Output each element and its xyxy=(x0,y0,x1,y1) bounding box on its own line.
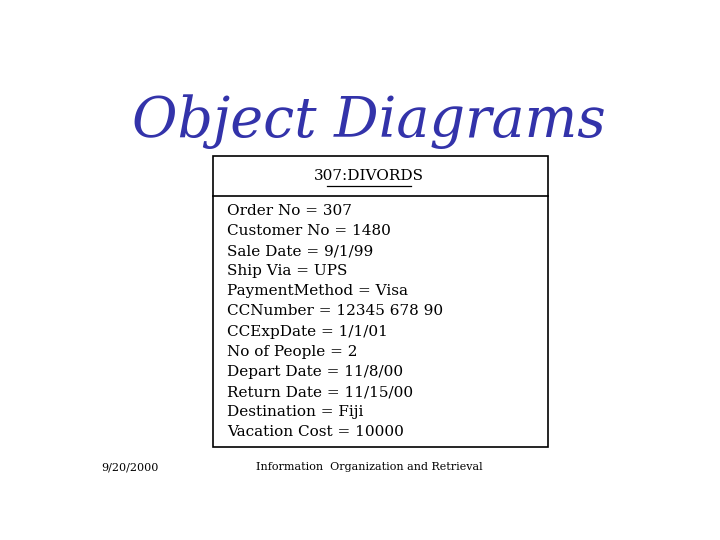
Text: Sale Date = 9/1/99: Sale Date = 9/1/99 xyxy=(227,244,373,258)
Text: Order No = 307: Order No = 307 xyxy=(227,204,351,218)
Text: Information  Organization and Retrieval: Information Organization and Retrieval xyxy=(256,462,482,472)
Text: Destination = Fiji: Destination = Fiji xyxy=(227,405,363,419)
FancyBboxPatch shape xyxy=(213,156,547,447)
Text: CCExpDate = 1/1/01: CCExpDate = 1/1/01 xyxy=(227,325,387,339)
Text: Vacation Cost = 10000: Vacation Cost = 10000 xyxy=(227,426,404,439)
Text: Return Date = 11/15/00: Return Date = 11/15/00 xyxy=(227,385,413,399)
Text: Depart Date = 11/8/00: Depart Date = 11/8/00 xyxy=(227,365,402,379)
Text: 9/20/2000: 9/20/2000 xyxy=(101,462,158,472)
Text: Ship Via = UPS: Ship Via = UPS xyxy=(227,264,347,278)
Text: PaymentMethod = Visa: PaymentMethod = Visa xyxy=(227,285,408,299)
Text: CCNumber = 12345 678 90: CCNumber = 12345 678 90 xyxy=(227,305,443,319)
Text: Object Diagrams: Object Diagrams xyxy=(132,94,606,148)
Text: Customer No = 1480: Customer No = 1480 xyxy=(227,224,390,238)
Text: 307:DIVORDS: 307:DIVORDS xyxy=(314,169,424,183)
Text: No of People = 2: No of People = 2 xyxy=(227,345,357,359)
